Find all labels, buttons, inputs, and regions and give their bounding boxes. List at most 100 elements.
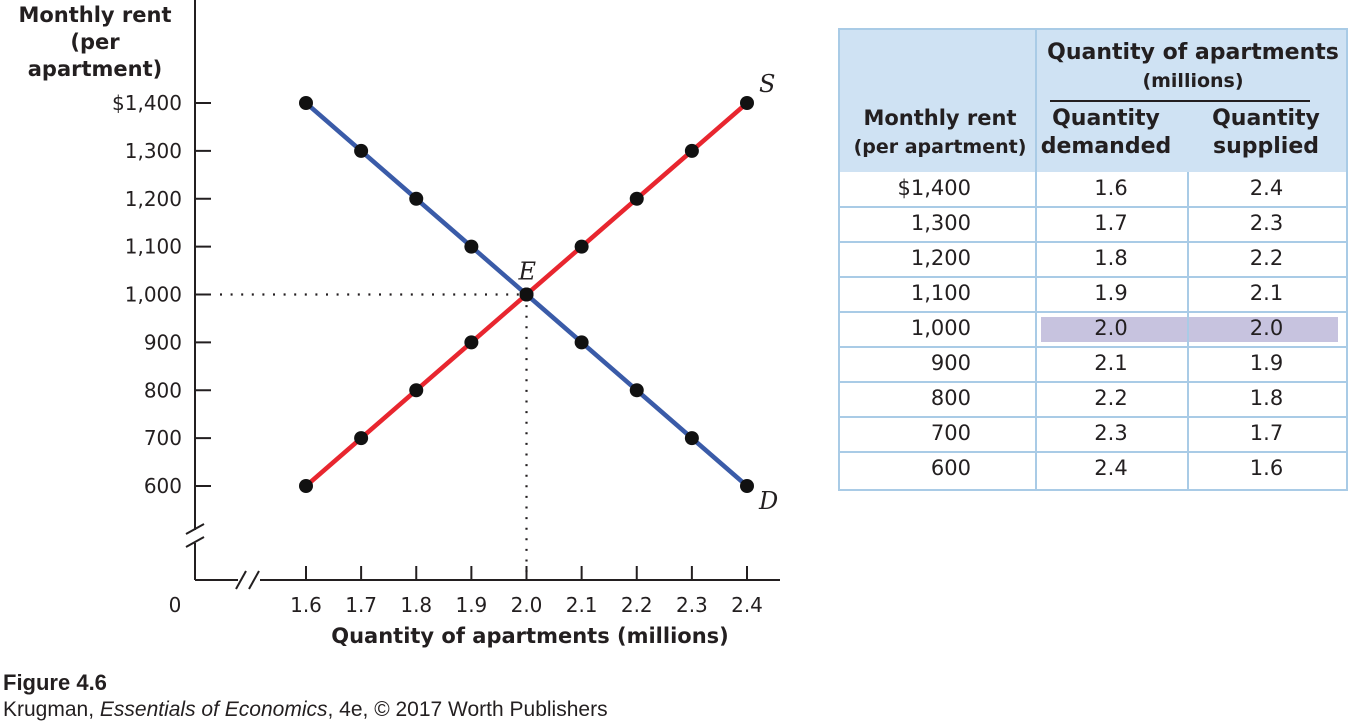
row-divider — [840, 276, 1346, 278]
demanded-cell: 1.7 — [1094, 211, 1128, 235]
x-tick-label: 1.9 — [455, 593, 487, 617]
demand-point — [354, 143, 369, 158]
demanded-cell: 2.0 — [1094, 316, 1128, 340]
y-tick-label: 1,300 — [125, 139, 182, 163]
demanded-cell: 2.1 — [1094, 351, 1128, 375]
table-group-header: Quantity of apartments — [1047, 40, 1339, 65]
supply-point — [684, 143, 699, 158]
x-axis-break-mark — [235, 570, 247, 590]
supply-demand-chart: $1,400 1,300 1,200 1,100 1,000 900 800 700 600 1.… — [112, 0, 780, 617]
table-row: 900 2.1 1.9 — [840, 346, 1346, 382]
demand-point — [574, 335, 589, 350]
rent-cell: 1,300 — [910, 211, 971, 235]
demand-point — [684, 431, 699, 446]
group-header-rule — [1050, 100, 1310, 102]
demanded-cell: 1.8 — [1094, 246, 1128, 270]
y-axis-title-line2: (per apartment) — [27, 30, 163, 81]
y-tick-label: $1,400 — [112, 91, 182, 115]
supplied-cell: 2.0 — [1249, 316, 1284, 340]
rent-cell: 1,200 — [910, 246, 971, 270]
col-supplied-subheader: supplied — [1212, 134, 1319, 159]
credit-author: Krugman, — [3, 698, 100, 721]
rent-cell: 900 — [930, 351, 971, 375]
demand-curve-label: D — [758, 487, 778, 515]
demand-point — [299, 96, 313, 110]
figure-label: Figure 4.6 — [3, 670, 107, 695]
table-row: 1,200 1.8 2.2 — [840, 241, 1346, 277]
row-divider — [840, 346, 1346, 348]
y-tick-label: 1,100 — [125, 235, 182, 259]
demand-point — [464, 239, 479, 254]
col-rent-header: Monthly rent — [863, 106, 1017, 130]
table-row: 1,300 1.7 2.3 — [840, 206, 1346, 242]
table-divider — [1187, 172, 1189, 489]
x-tick-label: 2.2 — [621, 593, 653, 617]
x-tick-label: 1.6 — [290, 593, 322, 617]
supply-point — [354, 431, 369, 446]
x-tick-label: 1.7 — [345, 593, 377, 617]
supply-point — [574, 239, 589, 254]
demanded-cell: 1.9 — [1094, 281, 1128, 305]
supply-curve-label: S — [759, 70, 775, 98]
origin-label: 0 — [169, 593, 182, 617]
x-axis-title: Quantity of apartments (millions) — [331, 624, 729, 648]
table-row: 1,000 2.0 2.0 — [840, 311, 1346, 347]
supply-point — [740, 96, 754, 110]
row-divider — [840, 451, 1346, 453]
y-tick-label: 700 — [144, 426, 182, 450]
row-divider — [840, 241, 1346, 243]
col-supplied-header: Quantity — [1212, 106, 1320, 131]
equilibrium-label: E — [518, 258, 537, 286]
rent-cell: $1,400 — [897, 176, 971, 200]
supplied-cell: 1.8 — [1249, 386, 1284, 410]
y-axis-title-line1: Monthly rent — [18, 3, 172, 27]
supply-point — [629, 191, 644, 206]
supplied-cell: 2.2 — [1249, 246, 1284, 270]
table-row: 700 2.3 1.7 — [840, 416, 1346, 452]
credit-rest: , 4e, © 2017 Worth Publishers — [327, 698, 608, 721]
supplied-cell: 1.9 — [1249, 351, 1284, 375]
supply-point — [409, 383, 424, 398]
demand-point — [740, 479, 754, 493]
x-tick-label: 1.8 — [400, 593, 432, 617]
supplied-cell: 1.6 — [1249, 456, 1284, 480]
y-axis-break-mark — [185, 523, 205, 535]
table-row: 800 2.2 1.8 — [840, 381, 1346, 417]
supplied-cell: 2.4 — [1249, 176, 1284, 200]
demanded-cell: 2.2 — [1094, 386, 1128, 410]
rent-quantity-table: Quantity of apartments (millions) Monthl… — [838, 28, 1348, 491]
col-demanded-subheader: demanded — [1040, 134, 1172, 159]
rent-cell: 1,000 — [910, 316, 971, 340]
demanded-cell: 2.4 — [1094, 456, 1128, 480]
x-tick-label: 2.4 — [731, 593, 763, 617]
col-demanded-header: Quantity — [1052, 106, 1160, 131]
rent-cell: 800 — [930, 386, 971, 410]
credit-book-title: Essentials of Economics — [99, 698, 328, 721]
y-tick-label: 800 — [144, 378, 182, 402]
y-tick-label: 1,200 — [125, 187, 182, 211]
y-axis-break-mark — [185, 536, 205, 548]
col-rent-subheader: (per apartment) — [853, 136, 1027, 158]
supply-point — [464, 335, 479, 350]
table-group-header-unit: (millions) — [1142, 70, 1244, 92]
y-tick-label: 1,000 — [125, 283, 182, 307]
y-tick-label: 900 — [144, 330, 182, 354]
demanded-cell: 2.3 — [1094, 421, 1128, 445]
rent-cell: 1,100 — [910, 281, 971, 305]
supplied-cell: 2.3 — [1249, 211, 1284, 235]
row-divider — [840, 381, 1346, 383]
y-tick-label: 600 — [144, 474, 182, 498]
demanded-cell: 1.6 — [1094, 176, 1128, 200]
x-tick-label: 2.3 — [676, 593, 708, 617]
table-row: 600 2.4 1.6 — [840, 451, 1346, 487]
supplied-cell: 1.7 — [1249, 421, 1284, 445]
row-divider — [840, 311, 1346, 313]
supplied-cell: 2.1 — [1249, 281, 1284, 305]
demand-point — [409, 191, 424, 206]
row-divider — [840, 416, 1346, 418]
equilibrium-highlight — [1041, 317, 1338, 342]
x-tick-label: 2.1 — [566, 593, 598, 617]
rent-cell: 600 — [930, 456, 971, 480]
table-row: $1,400 1.6 2.4 — [840, 172, 1346, 207]
x-tick-label: 2.0 — [511, 593, 543, 617]
